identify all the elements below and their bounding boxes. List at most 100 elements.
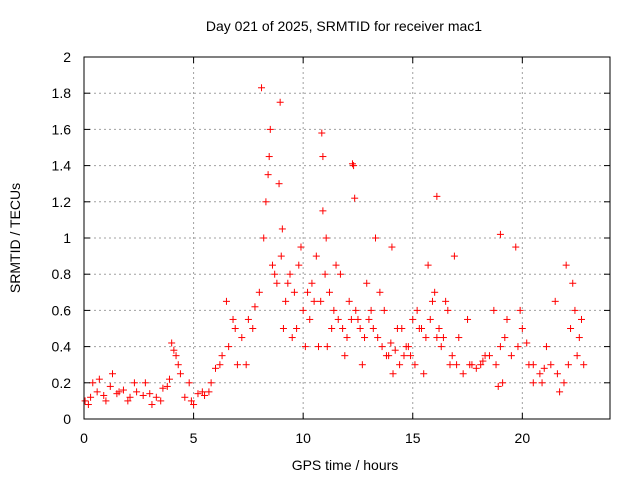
data-point bbox=[490, 306, 498, 314]
data-point bbox=[351, 194, 359, 202]
data-point bbox=[385, 352, 393, 360]
data-point bbox=[255, 288, 263, 296]
data-point bbox=[115, 388, 123, 396]
data-point bbox=[268, 261, 276, 269]
data-point bbox=[339, 325, 347, 332]
data-point bbox=[536, 370, 544, 378]
data-point bbox=[578, 315, 586, 323]
data-point bbox=[330, 306, 338, 314]
data-point bbox=[389, 370, 397, 378]
data-point bbox=[218, 352, 226, 360]
data-point bbox=[238, 334, 246, 342]
data-point bbox=[336, 270, 344, 278]
y-tick-label: 0.6 bbox=[52, 302, 72, 318]
y-tick-label: 0.4 bbox=[52, 339, 72, 355]
data-point bbox=[258, 84, 266, 92]
data-point bbox=[242, 361, 250, 369]
data-point bbox=[265, 153, 273, 161]
data-point bbox=[244, 315, 252, 323]
data-point bbox=[516, 306, 524, 314]
data-point bbox=[139, 391, 147, 399]
data-point bbox=[481, 352, 489, 360]
data-point bbox=[496, 343, 504, 351]
data-point bbox=[341, 352, 349, 360]
data-point bbox=[276, 98, 284, 106]
axis-ticks bbox=[83, 56, 610, 420]
data-point bbox=[492, 361, 500, 369]
data-point bbox=[264, 171, 272, 179]
data-point bbox=[367, 306, 375, 314]
data-point bbox=[174, 361, 182, 369]
data-point bbox=[251, 303, 259, 311]
data-point bbox=[444, 306, 452, 314]
data-point bbox=[286, 270, 294, 278]
data-point bbox=[391, 346, 399, 354]
data-point bbox=[356, 325, 364, 332]
data-point bbox=[321, 270, 329, 278]
data-point bbox=[556, 388, 564, 396]
data-point bbox=[141, 379, 149, 387]
data-point bbox=[249, 325, 257, 332]
data-point bbox=[345, 297, 353, 305]
data-point bbox=[271, 270, 279, 278]
data-point bbox=[420, 370, 428, 378]
data-point bbox=[278, 225, 286, 233]
data-point bbox=[496, 230, 504, 238]
data-point bbox=[551, 297, 559, 305]
y-tick-label: 1.2 bbox=[52, 194, 72, 210]
data-point bbox=[334, 315, 342, 323]
data-point bbox=[426, 315, 434, 323]
y-tick-labels: 0 0.2 0.4 0.6 0.8 1 1.2 1.4 1.6 1.8 2 bbox=[52, 49, 72, 427]
data-point bbox=[124, 397, 132, 405]
data-point bbox=[328, 325, 336, 332]
data-point bbox=[148, 401, 156, 409]
data-point bbox=[297, 243, 305, 251]
data-point bbox=[525, 361, 533, 369]
data-point bbox=[503, 315, 511, 323]
data-point bbox=[415, 325, 423, 332]
data-point bbox=[562, 261, 570, 269]
data-point bbox=[185, 379, 193, 387]
data-point bbox=[424, 261, 432, 269]
data-point bbox=[518, 325, 526, 332]
data-point bbox=[190, 401, 198, 409]
data-point bbox=[564, 361, 572, 369]
data-point bbox=[93, 388, 101, 396]
data-point bbox=[361, 334, 369, 342]
data-point bbox=[575, 334, 583, 342]
data-point bbox=[560, 379, 568, 387]
data-point bbox=[347, 315, 355, 323]
data-point bbox=[95, 375, 103, 383]
data-point bbox=[322, 234, 330, 242]
data-point bbox=[571, 306, 579, 314]
data-point bbox=[194, 390, 202, 398]
data-point bbox=[378, 343, 386, 351]
x-tick-labels: 0 5 10 15 20 bbox=[80, 430, 530, 446]
data-point bbox=[580, 361, 588, 369]
x-tick-label: 10 bbox=[295, 430, 311, 446]
data-point bbox=[428, 297, 436, 305]
data-point bbox=[376, 288, 384, 296]
data-point bbox=[325, 288, 333, 296]
data-point bbox=[260, 234, 268, 242]
data-point bbox=[354, 315, 362, 323]
data-point bbox=[352, 306, 360, 314]
data-point bbox=[380, 306, 388, 314]
data-point bbox=[81, 397, 89, 405]
data-point bbox=[396, 361, 404, 369]
data-point bbox=[288, 334, 296, 342]
data-point bbox=[448, 352, 456, 360]
data-point bbox=[126, 393, 134, 401]
data-point bbox=[304, 288, 312, 296]
y-tick-label: 1.8 bbox=[52, 85, 72, 101]
data-point bbox=[422, 334, 430, 342]
y-tick-label: 1 bbox=[63, 230, 71, 246]
data-point bbox=[323, 343, 331, 351]
grid bbox=[84, 57, 610, 419]
data-point bbox=[567, 325, 575, 332]
data-point bbox=[168, 339, 176, 347]
data-point bbox=[312, 252, 320, 260]
data-point bbox=[295, 261, 303, 269]
data-point bbox=[100, 391, 108, 399]
data-point bbox=[464, 315, 472, 323]
